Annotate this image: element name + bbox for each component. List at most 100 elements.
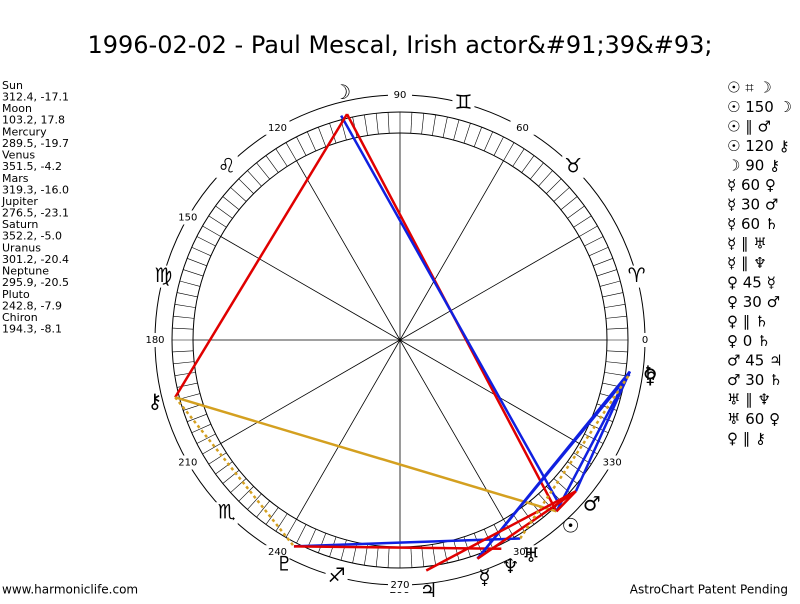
aspect-line (476, 373, 631, 560)
spoke (220, 236, 401, 341)
aspect-row: ♂ 45 ♃ (727, 352, 783, 370)
degree-bg (510, 545, 535, 560)
aspect-row: ☉ ⌗ ☽ (727, 79, 772, 97)
ring-tick (183, 269, 204, 277)
planet-position: 103.2, 17.8 (2, 114, 65, 127)
aspect-line (340, 114, 562, 508)
aspect-row: ☉ 150 ☽ (727, 98, 792, 116)
degree-label: 120 (268, 123, 287, 134)
ring-tick (172, 350, 194, 353)
planet-position: 194.3, -8.1 (2, 323, 62, 336)
ring-tick (265, 507, 279, 525)
ring-tick (596, 269, 617, 277)
ring-tick (230, 187, 247, 202)
degree-label: 0 (642, 335, 648, 346)
aspect-row: ☉ ∥ ♂ (727, 118, 771, 136)
ring-tick (275, 513, 288, 532)
ring-tick (318, 533, 327, 553)
ring-tick (573, 215, 592, 228)
ring-tick (521, 155, 535, 173)
ring-tick (265, 155, 279, 173)
degree-label: 210 (178, 458, 197, 469)
ring-tick (176, 292, 198, 298)
degree-label: 330 (603, 458, 622, 469)
ring-tick (174, 304, 196, 308)
ring-tick (473, 127, 482, 147)
degree-bg (633, 333, 657, 347)
ring-tick (196, 236, 216, 247)
ring-tick (196, 433, 216, 444)
planet-name: Chiron (2, 311, 38, 324)
ring-tick (176, 382, 198, 388)
aspect-line (476, 490, 577, 560)
sign-glyph: ♉ (564, 153, 582, 177)
planet-glyph: ⚷ (148, 389, 163, 413)
sign-glyph: ♌ (218, 153, 236, 177)
ring-tick (553, 187, 570, 202)
ring-tick (602, 292, 624, 298)
ring-tick (306, 131, 317, 152)
planet-name: Saturn (2, 218, 38, 231)
ring-tick (606, 327, 628, 330)
degree-label: 240 (268, 547, 287, 558)
aspect-line (174, 113, 349, 398)
sign-glyph: ♏ (218, 500, 236, 524)
ring-tick (605, 315, 627, 319)
sign-bg (625, 265, 648, 288)
planet-position: 276.5, -23.1 (2, 207, 69, 220)
ring-tick (453, 539, 460, 561)
ring-tick (387, 112, 390, 134)
aspect-line (174, 396, 557, 513)
planet-position: 351.5, -4.2 (2, 160, 62, 173)
ring-tick (222, 470, 240, 484)
ring-tick (230, 478, 247, 493)
planet-name: Moon (2, 102, 32, 115)
planet-glyph: ♂ (583, 491, 601, 515)
spoke (399, 236, 580, 341)
sign-bg (215, 155, 238, 178)
planet-position: 312.4, -17.1 (2, 91, 69, 104)
spoke (220, 339, 401, 444)
planet-name: Sun (2, 79, 23, 92)
aspect-row: ♂ 30 ♄ (727, 371, 783, 389)
ring-tick (187, 258, 207, 267)
planet-position: 319.3, -16.0 (2, 183, 69, 196)
ring-tick (584, 236, 604, 247)
ring-tick (285, 142, 297, 161)
aspect-row: ☿ ∥ ♆ (727, 254, 767, 272)
ring-tick (421, 545, 425, 567)
ring-tick (605, 361, 627, 365)
ring-tick (579, 225, 598, 237)
aspect-row: ♀ ∥ ⚷ (727, 430, 766, 448)
sign-glyph: ♐ (328, 563, 346, 587)
aspect-line (519, 373, 631, 540)
degree-bg (388, 88, 412, 102)
degree-label: 60 (516, 123, 529, 134)
sign-bg (562, 155, 585, 178)
ring-tick (567, 205, 585, 219)
planet-glyph: ♀ (643, 364, 658, 388)
sign-bg (325, 565, 348, 588)
ring-tick (296, 136, 307, 156)
ring-tick (208, 215, 227, 228)
ring-tick (256, 162, 270, 180)
degree-label: 300 (513, 547, 532, 558)
ring-tick (453, 119, 460, 141)
degree-label: 270 (390, 580, 409, 591)
ring-tick (215, 205, 233, 219)
ring-tick (606, 350, 628, 353)
ring-tick (432, 114, 436, 136)
ring-tick (593, 258, 613, 267)
ring-tick (191, 423, 212, 434)
planet-name: Mars (2, 172, 29, 185)
aspect-row: ☿ 30 ♂ (727, 196, 778, 214)
planet-position: 352.2, -5.0 (2, 230, 62, 243)
ring-tick (352, 542, 358, 564)
ring-tick (546, 178, 562, 194)
ring-tick (179, 393, 201, 400)
ring-tick (375, 113, 379, 135)
planet-position: 295.9, -20.5 (2, 276, 69, 289)
planet-name: Mercury (2, 125, 47, 138)
aspect-row: ♀ ∥ ♄ (727, 313, 768, 331)
